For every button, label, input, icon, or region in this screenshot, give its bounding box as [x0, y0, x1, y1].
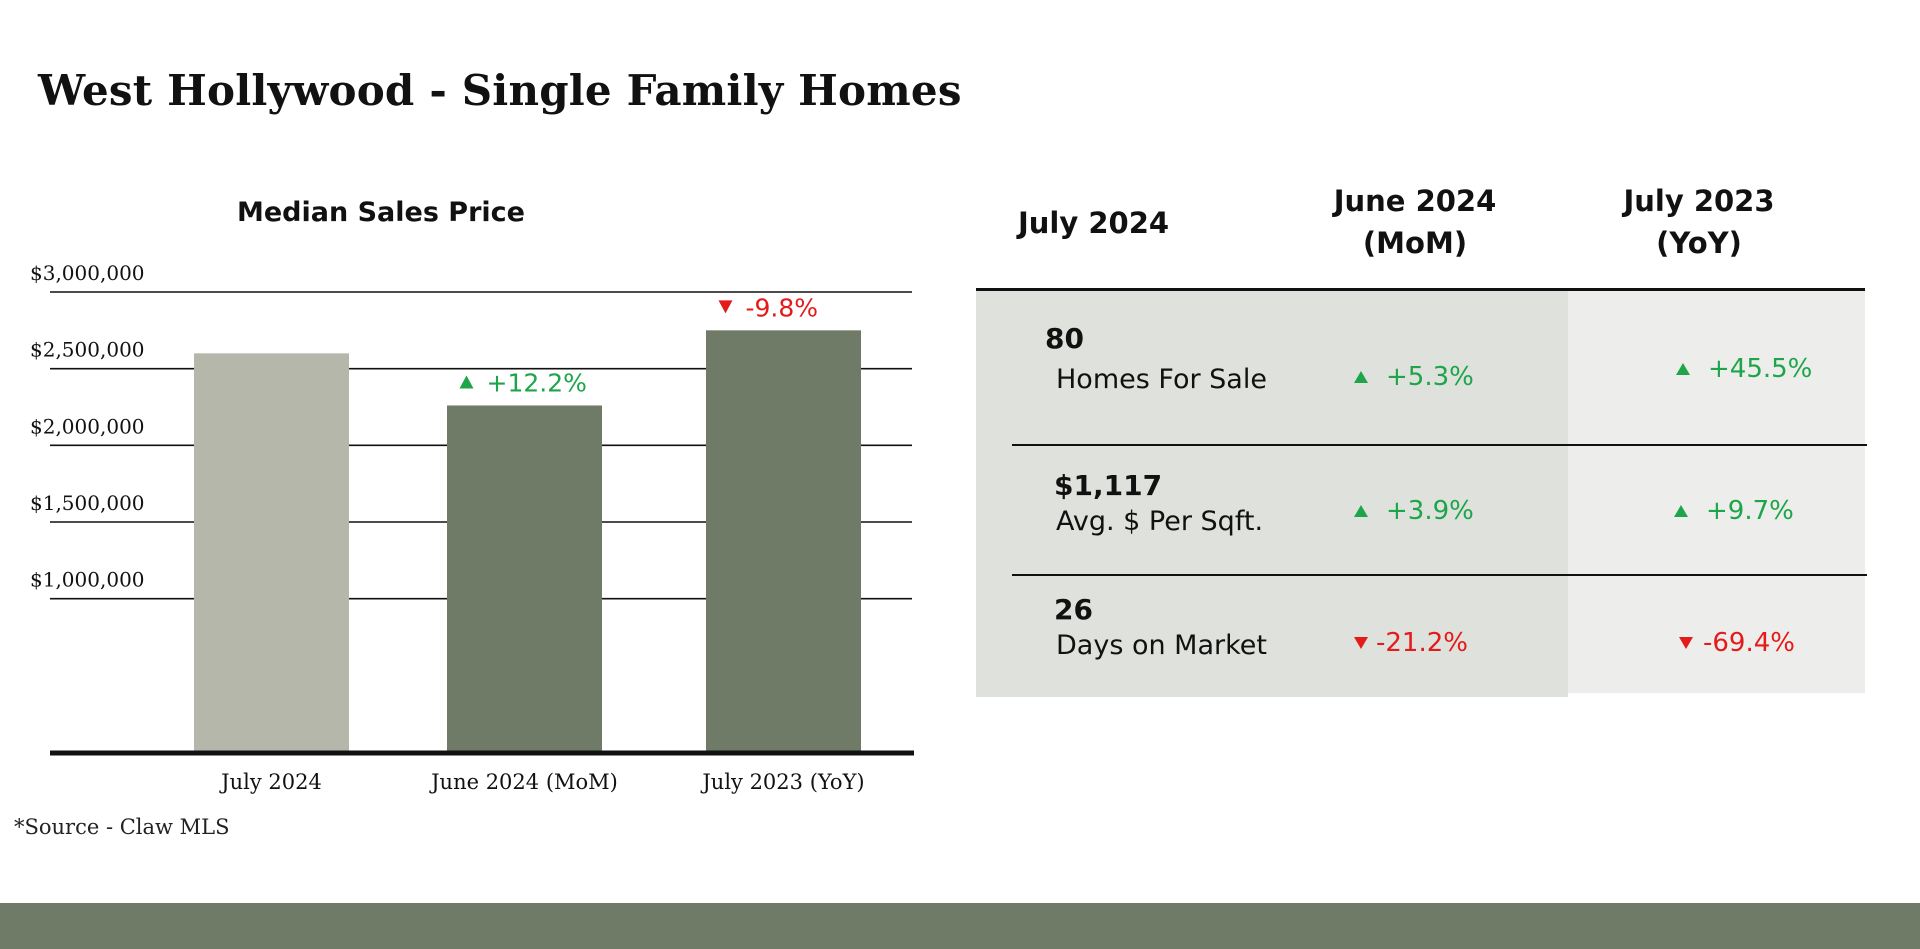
y-tick-label: $1,500,000	[30, 491, 145, 515]
header-mom-line2: (MoM)	[1362, 226, 1468, 261]
change-yoy-sqft: +9.7%	[1674, 496, 1794, 526]
change-mom-homes: +5.3%	[1354, 362, 1474, 392]
table-row-divider	[1012, 574, 1867, 576]
header-yoy: July 2023 (YoY)	[1584, 180, 1814, 264]
change-arrow-icon	[1674, 505, 1688, 517]
change-mom-days-value: -21.2%	[1376, 628, 1468, 658]
table-panel-mom	[1318, 290, 1568, 697]
chart-title: Median Sales Price	[237, 197, 525, 228]
x-tick-label: July 2024	[219, 770, 322, 794]
change-mom-homes-value: +5.3%	[1386, 362, 1474, 392]
metric-label-price-per-sqft: Avg. $ Per Sqft.	[1056, 506, 1264, 537]
metric-value-price-per-sqft: $1,117	[1054, 469, 1163, 502]
source-note: *Source - Claw MLS	[14, 815, 230, 839]
change-mom-sqft-value: +3.9%	[1386, 496, 1474, 526]
change-mom-sqft: +3.9%	[1354, 496, 1474, 526]
bar	[447, 405, 602, 752]
footer-bar	[0, 903, 1920, 949]
header-current: July 2024	[1018, 202, 1218, 244]
header-mom: June 2024 (MoM)	[1300, 180, 1530, 264]
bar-annotation: +12.2%	[487, 368, 587, 397]
header-yoy-line1: July 2023	[1623, 184, 1775, 218]
change-arrow-icon	[718, 300, 733, 314]
change-yoy-days-value: -69.4%	[1703, 628, 1795, 658]
y-tick-label: $3,000,000	[30, 261, 145, 285]
y-tick-label: $2,500,000	[30, 338, 145, 362]
change-arrow-icon	[1354, 637, 1368, 649]
table-header-rule	[976, 288, 1865, 291]
change-arrow-icon	[1676, 363, 1690, 375]
metric-label-days-on-market: Days on Market	[1056, 630, 1267, 661]
page-title: West Hollywood - Single Family Homes	[38, 66, 962, 115]
table-panel-yoy	[1568, 290, 1865, 693]
metric-label-homes-for-sale: Homes For Sale	[1056, 364, 1267, 395]
change-yoy-homes: +45.5%	[1676, 354, 1812, 384]
y-tick-label: $2,000,000	[30, 414, 145, 438]
change-arrow-icon	[1679, 637, 1693, 649]
x-tick-label: June 2024 (MoM)	[429, 770, 618, 794]
header-current-label: July 2024	[1018, 206, 1170, 240]
change-arrow-icon	[1354, 505, 1368, 517]
median-price-chart: Median Sales Price $1,000,000 $1,500,000 $2…	[30, 197, 914, 794]
y-tick-label: $1,000,000	[30, 568, 145, 592]
table-row-divider	[1012, 444, 1867, 446]
x-tick-label: July 2023 (YoY)	[700, 770, 864, 794]
header-mom-line1: June 2024	[1333, 184, 1497, 218]
table-panel-current	[976, 290, 1318, 697]
change-yoy-sqft-value: +9.7%	[1706, 496, 1794, 526]
change-yoy-homes-value: +45.5%	[1708, 354, 1813, 384]
bar	[194, 353, 349, 752]
metric-value-homes-for-sale: 80	[1045, 322, 1084, 355]
bar	[706, 330, 861, 752]
change-mom-days: -21.2%	[1354, 628, 1468, 658]
header-yoy-line2: (YoY)	[1656, 226, 1742, 261]
change-arrow-icon	[459, 375, 474, 389]
metric-value-days-on-market: 26	[1054, 593, 1093, 626]
change-yoy-days: -69.4%	[1679, 628, 1795, 658]
bar-annotation: -9.8%	[746, 293, 819, 322]
change-arrow-icon	[1354, 371, 1368, 383]
